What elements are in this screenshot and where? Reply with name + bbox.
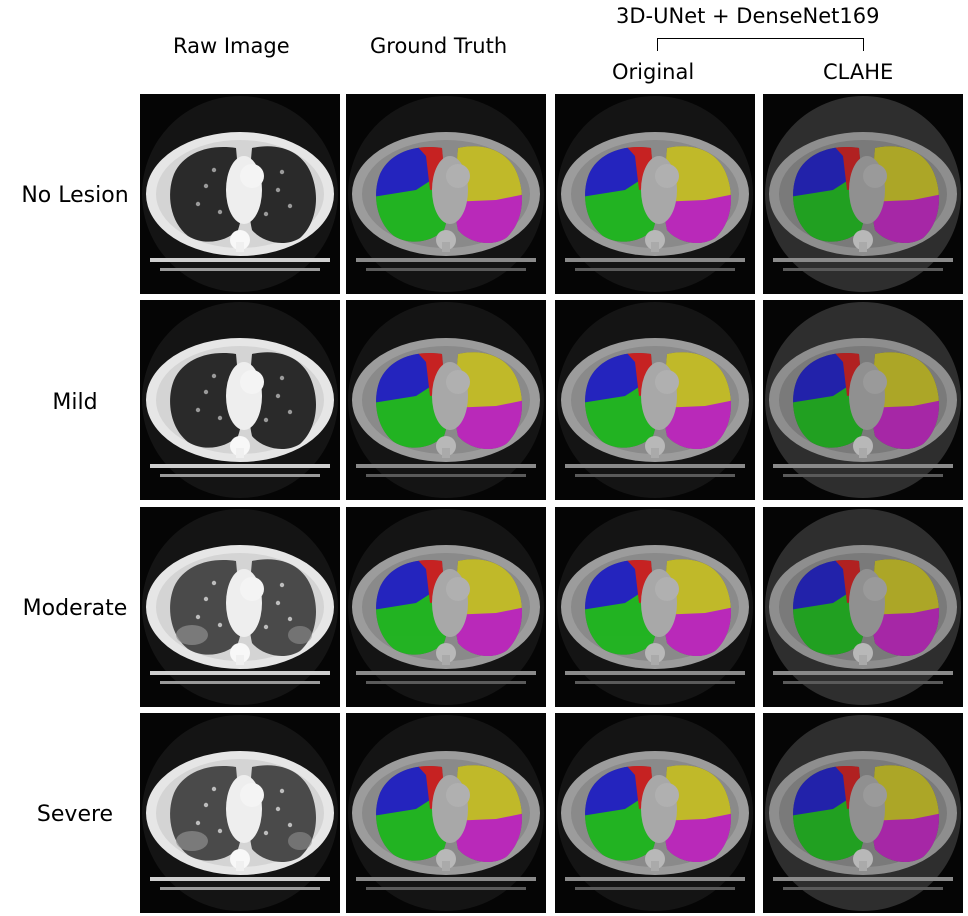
ct-image-severe-raw-image <box>140 713 340 913</box>
ct-image-mild-ground-truth <box>346 300 546 500</box>
ct-image-severe-ground-truth <box>346 713 546 913</box>
ct-image-severe-clahe <box>763 713 963 913</box>
row-label-moderate: Moderate <box>22 596 128 621</box>
ct-image-moderate-ground-truth <box>346 507 546 707</box>
ct-image-no-lesion-clahe <box>763 94 963 294</box>
header-model-name: 3D-UNet + DenseNet169 <box>616 4 880 28</box>
header-clahe: CLAHE <box>823 60 894 84</box>
header-bracket <box>657 38 864 51</box>
ct-image-mild-clahe <box>763 300 963 500</box>
ct-image-moderate-original <box>555 507 755 707</box>
header-raw-image: Raw Image <box>173 34 290 58</box>
row-label-no-lesion: No Lesion <box>21 183 129 208</box>
ct-image-no-lesion-raw-image <box>140 94 340 294</box>
ct-image-mild-raw-image <box>140 300 340 500</box>
header-ground-truth: Ground Truth <box>370 34 508 58</box>
ct-image-moderate-raw-image <box>140 507 340 707</box>
row-label-mild: Mild <box>52 390 98 415</box>
ct-image-mild-original <box>555 300 755 500</box>
ct-image-no-lesion-original <box>555 94 755 294</box>
header-original: Original <box>612 60 695 84</box>
row-label-severe: Severe <box>36 802 114 827</box>
ct-image-moderate-clahe <box>763 507 963 707</box>
ct-image-no-lesion-ground-truth <box>346 94 546 294</box>
ct-image-severe-original <box>555 713 755 913</box>
